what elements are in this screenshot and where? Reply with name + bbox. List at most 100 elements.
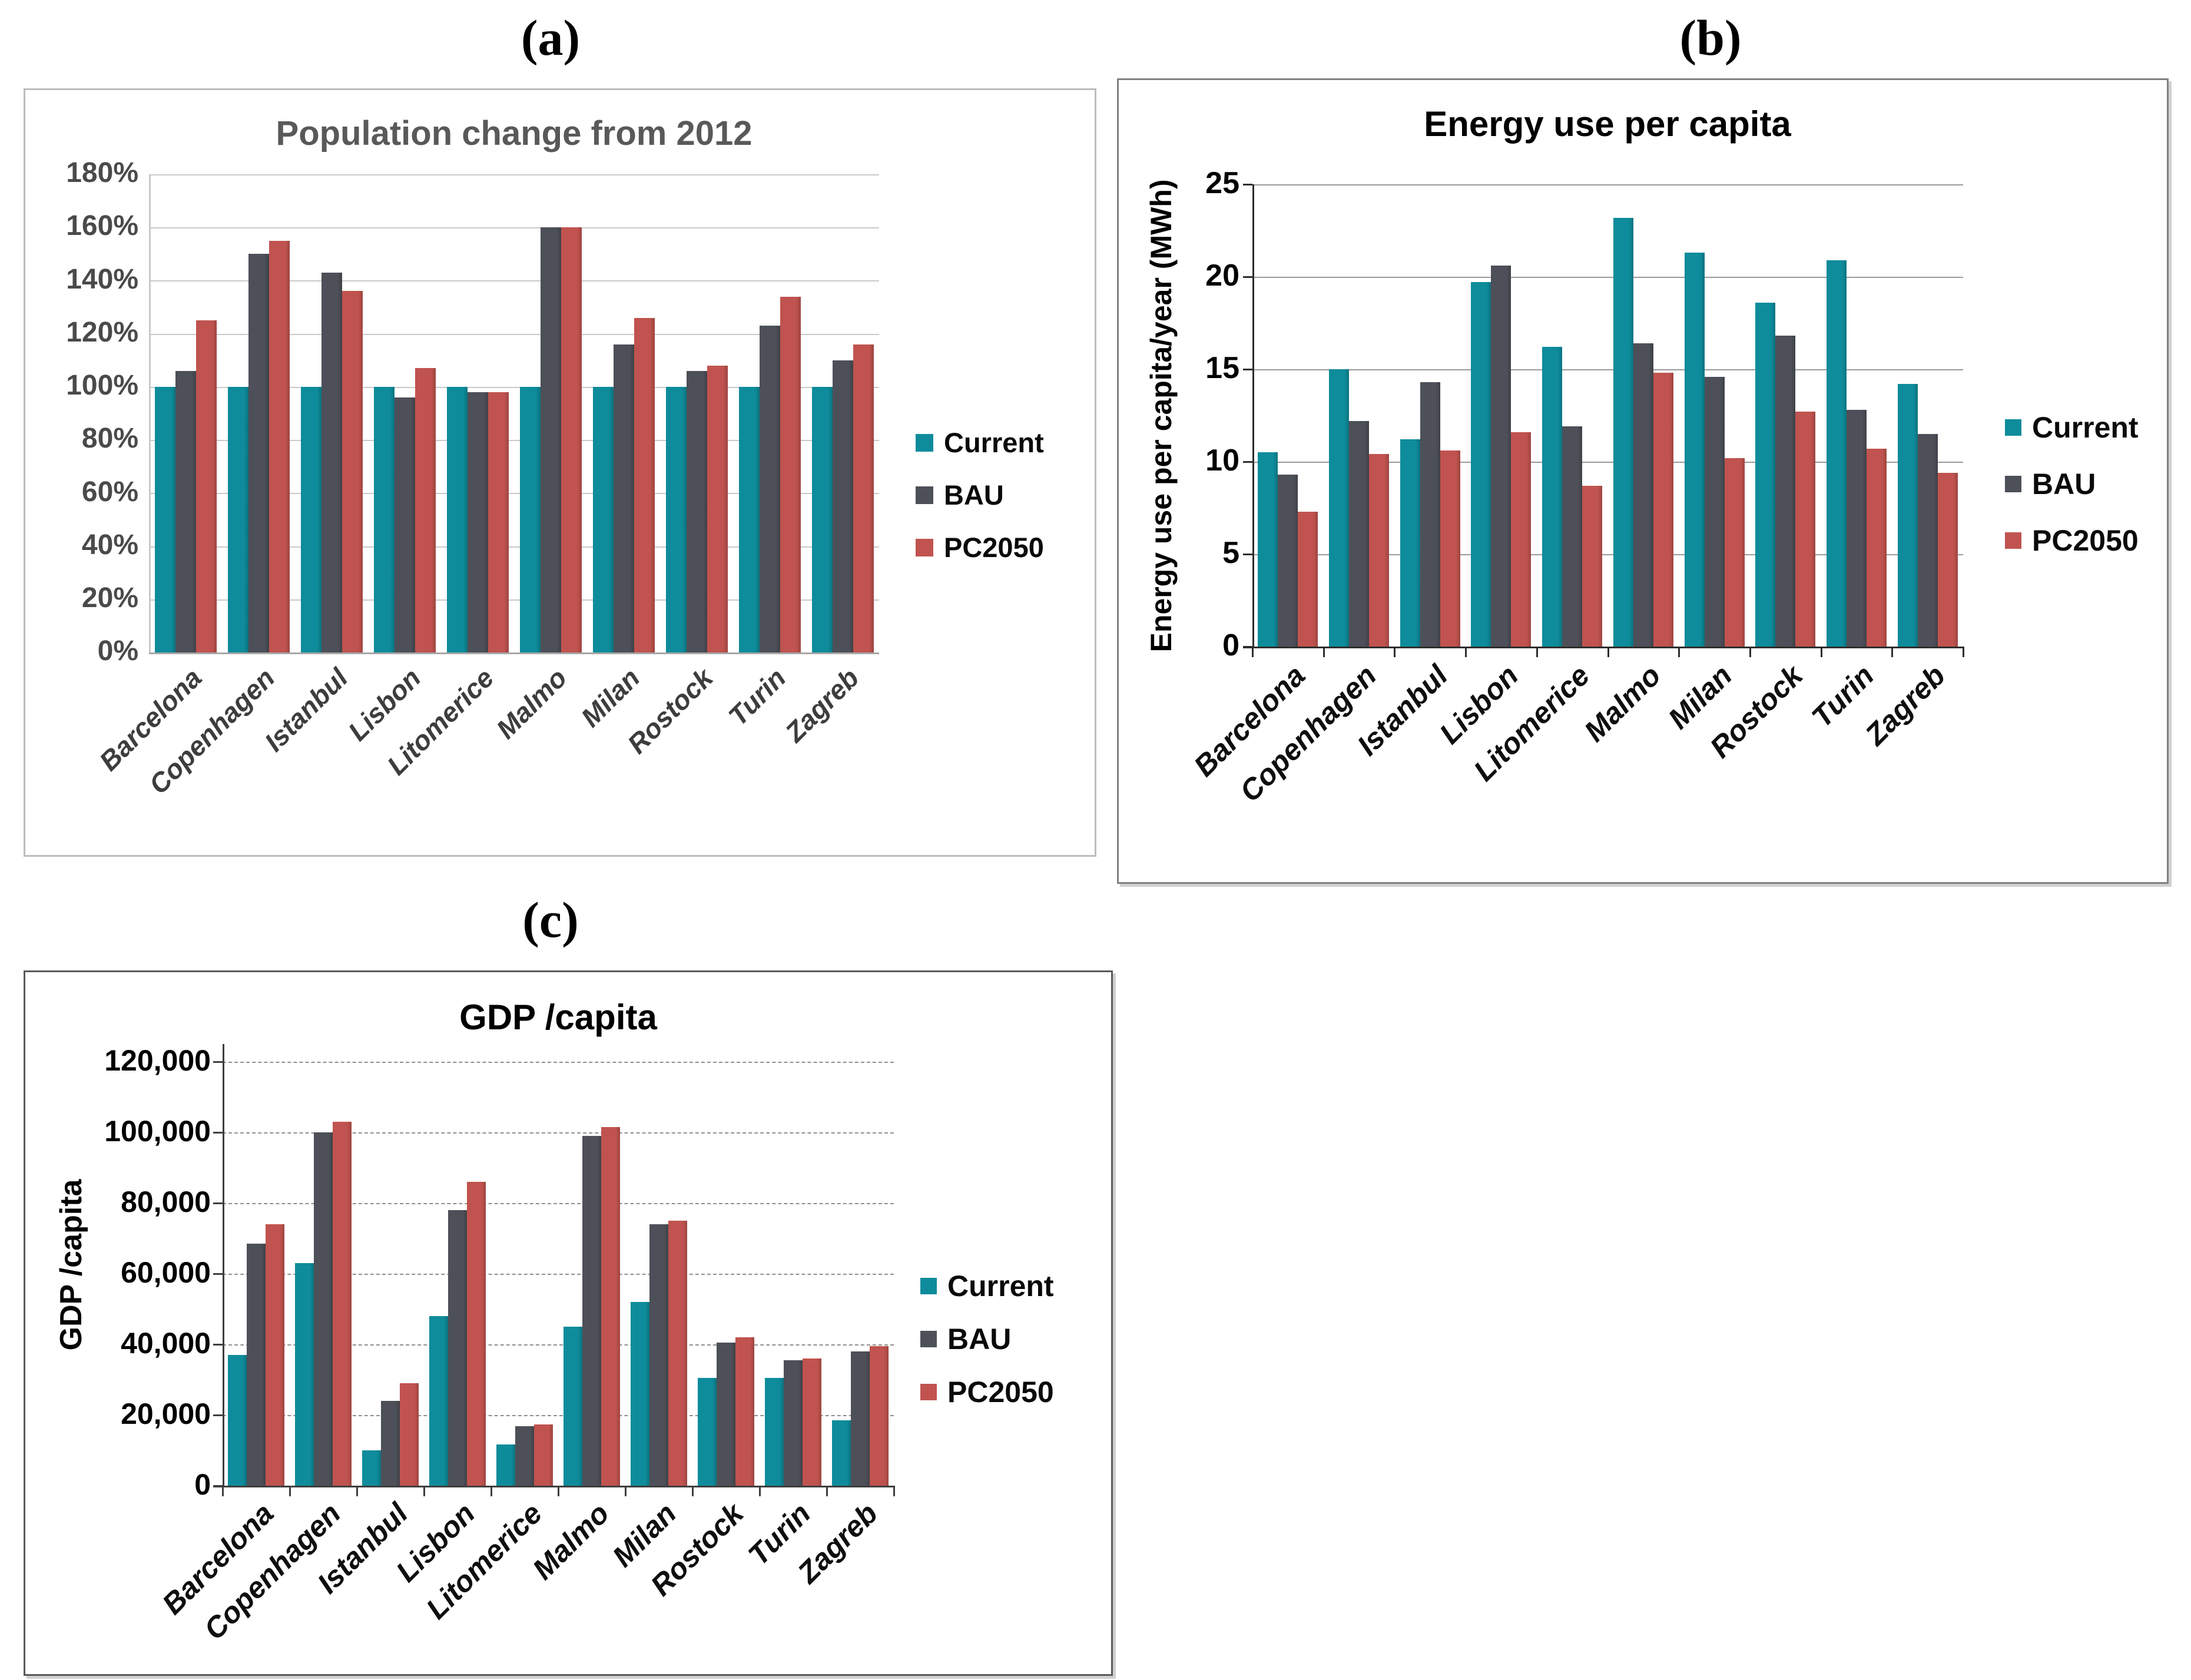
gridline-energy-20 <box>1252 277 1963 278</box>
bar-population-Malmo-Current <box>520 387 541 652</box>
bar-energy-Turin-Current <box>1827 260 1847 647</box>
gridline-population-60% <box>149 493 879 495</box>
bar-energy-Malmo-BAU <box>1633 343 1653 647</box>
legend-item-energy-Current: Current <box>2005 413 2139 442</box>
gridline-energy-25 <box>1252 184 1963 185</box>
ytick-label-population-0%: 0% <box>97 635 138 667</box>
legend-item-gdp-PC2050: PC2050 <box>920 1377 1054 1407</box>
bar-energy-Zagreb-Current <box>1898 384 1918 647</box>
legend-item-gdp-BAU: BAU <box>920 1324 1054 1354</box>
gridline-gdp-20,000 <box>223 1415 894 1416</box>
bar-population-Copenhagen-PC2050 <box>269 241 290 652</box>
bar-energy-Rostock-Current <box>1755 303 1775 647</box>
ytick-label-gdp-20,000: 20,000 <box>121 1397 211 1430</box>
ytick-mark-energy-5 <box>1243 554 1252 555</box>
bar-gdp-Rostock-PC2050 <box>735 1337 754 1486</box>
gridline-population-80% <box>149 440 879 442</box>
legend-population: Current BAU PC2050 <box>916 429 1044 586</box>
ytick-mark-gdp-80,000 <box>213 1202 223 1204</box>
legend-swatch-bau-icon <box>916 486 933 504</box>
legend-item-population-BAU: BAU <box>916 481 1044 509</box>
ytick-mark-gdp-40,000 <box>213 1344 223 1346</box>
bar-gdp-Copenhagen-PC2050 <box>333 1122 352 1486</box>
legend-label-gdp-PC2050: PC2050 <box>947 1376 1054 1409</box>
ytick-label-population-20%: 20% <box>81 582 138 614</box>
legend-swatch-pc2050-icon <box>920 1384 937 1400</box>
ytick-mark-gdp-100,000 <box>213 1132 223 1134</box>
xtick-mark-gdp-2 <box>356 1486 358 1496</box>
bar-energy-Zagreb-PC2050 <box>1938 473 1958 647</box>
panel-label-b: (b) <box>1679 9 1742 66</box>
ytick-label-energy-20: 20 <box>1205 258 1239 293</box>
chart-title-population: Population change from 2012 <box>276 114 753 153</box>
legend-swatch-bau-icon <box>920 1331 937 1347</box>
bar-energy-Lisbon-BAU <box>1491 266 1511 647</box>
xtick-mark-energy-4 <box>1536 647 1538 657</box>
ytick-label-population-120%: 120% <box>66 316 138 348</box>
bar-energy-Litomerice-PC2050 <box>1582 486 1602 647</box>
bar-population-Barcelona-BAU <box>175 371 196 652</box>
bar-population-Turin-PC2050 <box>780 297 801 652</box>
xtick-mark-gdp-5 <box>558 1486 559 1496</box>
ytick-mark-gdp-60,000 <box>213 1273 223 1275</box>
chart-title-gdp: GDP /capita <box>459 998 657 1037</box>
xtick-mark-gdp-0 <box>222 1486 224 1496</box>
bar-population-Zagreb-PC2050 <box>853 344 874 652</box>
chart-panel-energy: Energy use per capita Energy use per capi… <box>1117 78 2169 884</box>
bar-gdp-Zagreb-PC2050 <box>870 1346 889 1486</box>
bar-gdp-Litomerice-Current <box>496 1444 515 1486</box>
ytick-mark-energy-10 <box>1243 461 1252 463</box>
ytick-label-energy-10: 10 <box>1205 443 1239 478</box>
bar-energy-Copenhagen-PC2050 <box>1369 454 1389 647</box>
bar-gdp-Rostock-BAU <box>717 1343 735 1486</box>
bar-gdp-Istanbul-BAU <box>381 1401 400 1486</box>
xtick-mark-energy-8 <box>1820 647 1822 657</box>
bar-energy-Istanbul-Current <box>1400 439 1420 647</box>
legend-item-population-PC2050: PC2050 <box>916 534 1044 561</box>
bar-gdp-Malmo-PC2050 <box>601 1127 620 1486</box>
bar-energy-Copenhagen-BAU <box>1349 421 1369 647</box>
gridline-gdp-120,000 <box>223 1062 894 1063</box>
gridline-population-180% <box>149 174 879 175</box>
legend-item-gdp-Current: Current <box>920 1271 1054 1301</box>
bar-population-Barcelona-PC2050 <box>196 320 217 652</box>
bar-population-Zagreb-Current <box>812 387 833 652</box>
gridline-gdp-80,000 <box>223 1203 894 1204</box>
bar-gdp-Malmo-Current <box>564 1327 582 1486</box>
bar-population-Malmo-BAU <box>541 227 561 652</box>
xtick-mark-energy-0 <box>1252 647 1254 657</box>
bar-population-Zagreb-BAU <box>833 360 853 652</box>
bar-energy-Milan-BAU <box>1705 377 1725 647</box>
bar-population-Milan-BAU <box>614 344 634 652</box>
bar-population-Rostock-PC2050 <box>707 366 728 652</box>
bar-population-Barcelona-Current <box>155 387 175 652</box>
legend-swatch-current-icon <box>916 433 933 452</box>
gridline-energy-15 <box>1252 369 1963 370</box>
ytick-label-energy-15: 15 <box>1205 350 1239 385</box>
gridline-population-160% <box>149 227 879 229</box>
bar-energy-Turin-BAU <box>1847 410 1867 647</box>
ytick-label-population-40%: 40% <box>81 529 138 561</box>
bar-energy-Malmo-PC2050 <box>1653 373 1673 647</box>
bar-gdp-Lisbon-Current <box>429 1316 448 1486</box>
xtick-mark-gdp-7 <box>692 1486 694 1496</box>
x-axis-energy <box>1243 647 1963 648</box>
ytick-label-population-140%: 140% <box>66 263 138 295</box>
legend-label-gdp-BAU: BAU <box>947 1323 1012 1356</box>
x-axis-population <box>149 652 879 654</box>
bar-energy-Barcelona-Current <box>1258 452 1278 647</box>
legend-swatch-pc2050-icon <box>2005 532 2021 549</box>
gridline-population-40% <box>149 546 879 548</box>
ytick-label-population-180%: 180% <box>66 157 138 189</box>
bar-energy-Milan-Current <box>1685 253 1705 647</box>
bar-population-Copenhagen-Current <box>228 387 248 652</box>
xtick-mark-gdp-10 <box>893 1486 895 1496</box>
bar-gdp-Lisbon-PC2050 <box>467 1182 486 1486</box>
legend-swatch-current-icon <box>2005 419 2021 436</box>
bar-gdp-Litomerice-PC2050 <box>534 1424 553 1486</box>
bar-population-Copenhagen-BAU <box>248 254 269 652</box>
xtick-mark-energy-9 <box>1891 647 1894 657</box>
bar-population-Milan-PC2050 <box>634 318 655 652</box>
legend-label-energy-BAU: BAU <box>2032 468 2096 501</box>
